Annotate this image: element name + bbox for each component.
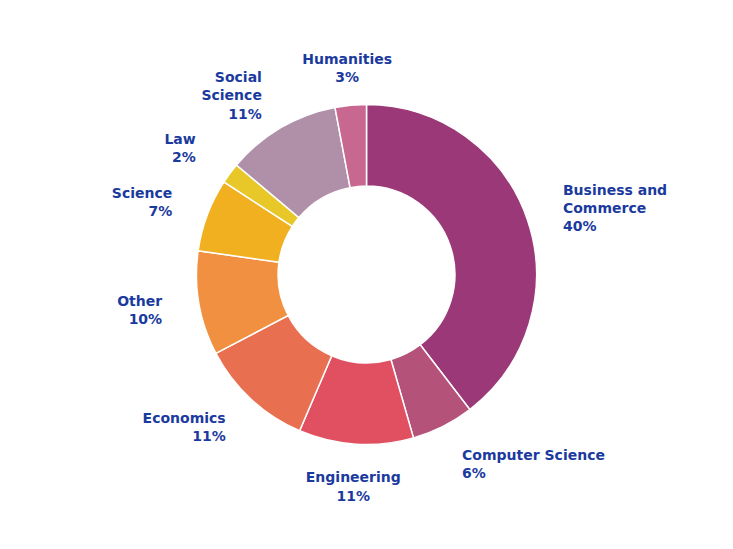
value-label: 2%	[172, 149, 196, 165]
label-line: Economics	[143, 410, 226, 426]
category-label: Other	[117, 293, 162, 309]
label-line: Computer Science	[462, 447, 605, 463]
slice-label: Computer Science 6%	[462, 447, 605, 481]
value-label: 7%	[148, 203, 172, 219]
category-label: Science	[112, 185, 172, 201]
label-line: Other	[117, 293, 162, 309]
value-label: 6%	[462, 465, 486, 481]
slice	[335, 105, 367, 188]
category-label: Computer Science	[462, 447, 605, 463]
chart-svg: Business and Commerce 40% Computer Science 6…	[0, 0, 733, 549]
slice	[236, 107, 350, 217]
value-label: 11%	[228, 106, 262, 122]
label-line: Humanities	[302, 51, 392, 67]
slices	[197, 105, 537, 445]
slice-label: Law 2%	[164, 131, 195, 165]
value-label: 40%	[563, 218, 597, 234]
category-label: Business and Commerce	[563, 182, 667, 216]
labels: Business and Commerce 40% Computer Science 6…	[112, 51, 667, 504]
category-label: Social Science	[201, 69, 261, 103]
label-line: Engineering	[306, 469, 401, 485]
label-line: Science	[201, 87, 261, 103]
slice-label: Science 7%	[112, 185, 172, 219]
label-line: Science	[112, 185, 172, 201]
slice-label: Economics 11%	[143, 410, 226, 444]
slice-label: Engineering 11%	[306, 469, 401, 503]
donut: Business and Commerce 40% Computer Science 6…	[112, 51, 667, 504]
category-label: Engineering	[306, 469, 401, 485]
slice	[197, 251, 289, 354]
category-label: Law	[164, 131, 195, 147]
slice-label: Other 10%	[117, 293, 162, 327]
value-label: 11%	[337, 488, 371, 504]
label-line: Commerce	[563, 200, 646, 216]
label-line: Business and	[563, 182, 667, 198]
value-label: 10%	[129, 311, 163, 327]
label-line: Law	[164, 131, 195, 147]
value-label: 3%	[335, 69, 359, 85]
value-label: 11%	[192, 428, 226, 444]
category-label: Economics	[143, 410, 226, 426]
slice-label: Humanities 3%	[302, 51, 392, 85]
slice-label: Business and Commerce 40%	[563, 182, 667, 234]
slice-label: Social Science 11%	[201, 69, 261, 121]
label-line: Social	[215, 69, 262, 85]
category-label: Humanities	[302, 51, 392, 67]
